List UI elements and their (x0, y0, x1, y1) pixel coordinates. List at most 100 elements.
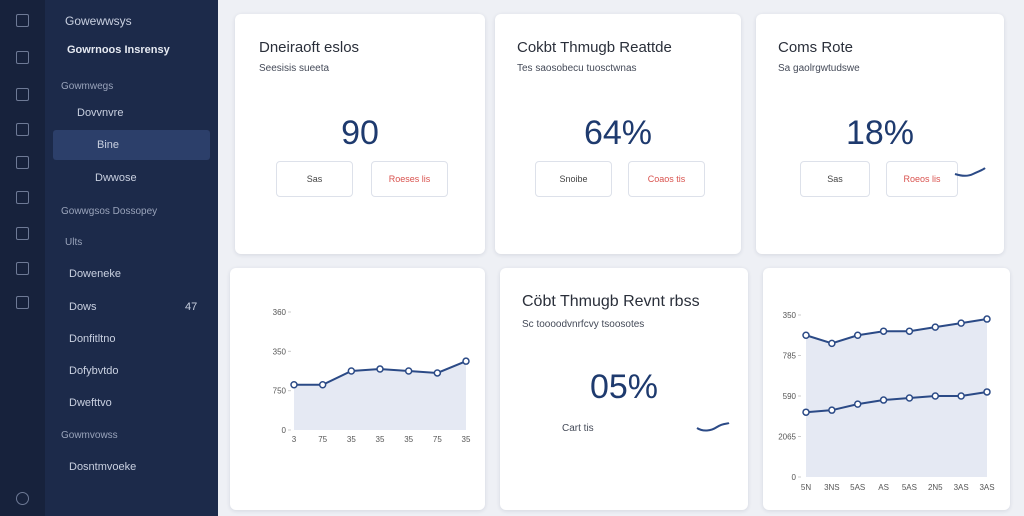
nav-item[interactable]: Dovvnvre (77, 107, 124, 119)
point (905, 394, 914, 402)
point (905, 327, 914, 335)
point (318, 381, 327, 389)
point (828, 339, 836, 348)
point (931, 392, 940, 400)
y-tick-label: 785 (783, 352, 797, 361)
card-subtitle: Tes saosobecu tuosctwnas (517, 63, 637, 74)
point (957, 392, 965, 400)
button[interactable]: Snoibe (535, 161, 612, 197)
x-tick-label: 3 (292, 435, 297, 444)
x-tick-label: 2N5 (928, 483, 943, 492)
group: Gowwgsos Dossopey (61, 206, 158, 217)
sparkline (954, 167, 986, 177)
stat-card: Dneiraoft eslos Seesisis sueeta 90 Sas R… (235, 14, 485, 254)
x-tick-label: 3AS (954, 483, 969, 492)
icon[interactable] (16, 51, 29, 64)
card-subtitle: Sc toooodvnrfcvy tsoosotes (522, 319, 645, 330)
icon[interactable] (16, 14, 29, 27)
point (290, 381, 298, 389)
x-tick-label: AS (878, 483, 889, 492)
card-title: Dneiraoft eslos (259, 39, 360, 56)
line (805, 318, 988, 345)
nav-link[interactable]: Dofybvtdo (69, 365, 119, 377)
point (376, 365, 384, 373)
card-value: 18% (845, 114, 915, 152)
nav-item[interactable]: Bine (97, 139, 120, 151)
point (404, 367, 413, 375)
active-highlight (53, 130, 210, 160)
nav-link[interactable]: Doweneke (69, 268, 121, 280)
x-tick-label: 35 (404, 435, 413, 444)
x-tick-label: 35 (462, 435, 471, 444)
sidebar: Gowewwsys Gowrnoos Insrensy Gowmwegs Dov… (45, 0, 218, 516)
icon[interactable] (16, 88, 29, 101)
x-tick-label: 35 (376, 435, 385, 444)
point (853, 400, 862, 408)
x-tick-label: 5AS (902, 483, 917, 492)
button[interactable]: Sas (276, 161, 353, 197)
icon[interactable] (16, 156, 29, 169)
group: Gowmvowss (61, 430, 118, 441)
x-tick-label: 5N (801, 483, 811, 492)
icon[interactable] (16, 191, 29, 204)
x-tick-label: 75 (433, 435, 442, 444)
nav-link[interactable]: Dwefttvo (69, 397, 112, 409)
chart-card: 0 750 350 360 3 75 35 35 35 75 35 (230, 268, 485, 510)
stat-card: Cokbt Thmugb Reattde Tes saosobecu tuosc… (495, 14, 741, 254)
icon[interactable] (16, 262, 29, 275)
card-value: 90 (341, 114, 379, 152)
card-subtitle: Seesisis sueeta (259, 63, 330, 74)
nav-item[interactable]: Dwwose (95, 172, 137, 184)
sparkline (696, 422, 730, 432)
icon-rail (0, 0, 45, 516)
area (806, 319, 987, 477)
point (853, 331, 862, 339)
card-title: Cokbt Thmugb Reattde (517, 39, 672, 56)
x-tick-label: 35 (347, 435, 356, 444)
y-tick-label: 750 (273, 387, 287, 396)
nav-link[interactable]: Dows (69, 301, 97, 313)
chart-card: 0 2065 590 785 350 5N 3NS 5AS AS 5AS 2N5 3AS 3AS (763, 268, 1010, 510)
icon[interactable] (16, 296, 29, 309)
chart: 0 2065 590 785 350 5N 3NS 5AS AS 5AS 2N5 3AS 3AS (778, 311, 994, 492)
y-tick-label: 350 (783, 311, 797, 320)
point (433, 369, 442, 377)
group: Ults (65, 237, 83, 248)
point (957, 319, 965, 327)
nav-link[interactable]: Donfitltno (69, 333, 116, 345)
button[interactable]: Sas (800, 161, 870, 197)
y-tick-label: 590 (783, 392, 797, 401)
point (879, 396, 888, 404)
brand: Gowrnoos Insrensy (67, 44, 170, 56)
point (931, 323, 940, 331)
icon[interactable] (16, 227, 29, 240)
button[interactable]: Coaos tis (628, 161, 705, 197)
y-tick-label: 350 (273, 347, 287, 356)
point (828, 406, 836, 414)
y-tick-label: 2065 (778, 433, 796, 442)
badge: 47 (185, 301, 198, 313)
y-tick-label: 0 (792, 473, 797, 482)
point (462, 357, 470, 365)
card-title: Cöbt Thmugb Revnt rbss (522, 293, 700, 310)
point (802, 331, 810, 339)
button[interactable]: Roeos lis (886, 161, 958, 197)
stat-card: Cöbt Thmugb Revnt rbss Sc toooodvnrfcvy … (500, 268, 748, 510)
point (983, 315, 991, 323)
y-tick-label: 360 (273, 308, 287, 317)
point (347, 367, 356, 375)
icon[interactable] (16, 123, 29, 136)
nav-link[interactable]: Dosntmvoeke (69, 461, 137, 473)
card-title: Coms Rote (778, 39, 854, 56)
point (879, 327, 888, 335)
card-subtitle: Sa gaolrgwtudswe (778, 63, 860, 74)
icon[interactable] (16, 492, 29, 505)
button[interactable]: Roeses lis (371, 161, 448, 197)
card-value: 05% (589, 368, 659, 406)
x-tick-label: 3AS (979, 483, 994, 492)
x-tick-label: 75 (318, 435, 327, 444)
x-tick-label: 3NS (824, 483, 840, 492)
caption: Cart tis (562, 423, 594, 434)
stat-card: Coms Rote Sa gaolrgwtudswe 18% Sas Roeos… (756, 14, 1004, 254)
